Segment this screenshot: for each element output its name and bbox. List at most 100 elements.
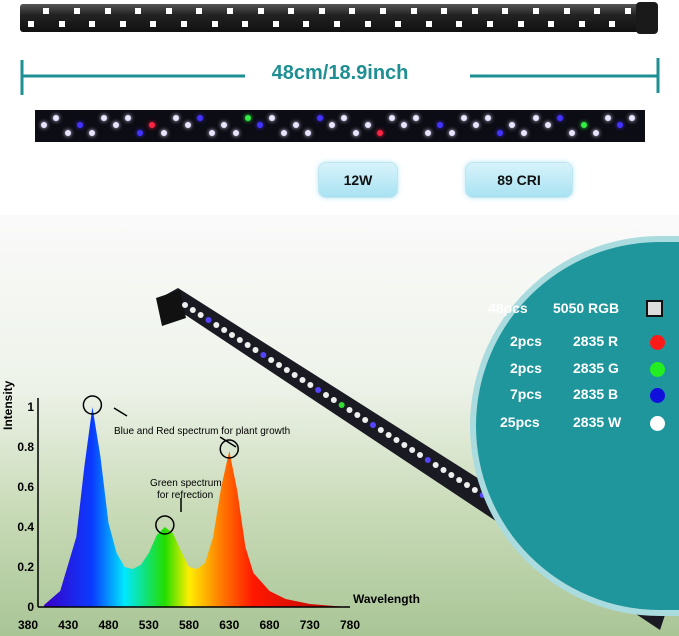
led-count: 25pcs [500, 414, 540, 430]
led [364, 21, 371, 27]
led [502, 8, 509, 14]
led [432, 462, 439, 468]
led [303, 21, 310, 27]
led [89, 21, 96, 27]
led [233, 130, 239, 136]
x-axis-label: Wavelength [353, 592, 420, 606]
led [291, 372, 298, 378]
led [533, 115, 539, 121]
led [417, 452, 423, 458]
pointer-line [113, 407, 128, 417]
led [58, 21, 65, 27]
led [413, 115, 419, 121]
dimension-line [20, 58, 660, 95]
led [165, 8, 172, 14]
led [395, 21, 402, 27]
x-tick-label: 680 [260, 618, 280, 632]
led [197, 115, 203, 121]
led [101, 115, 107, 121]
led [268, 357, 275, 363]
x-tick-label: 430 [58, 618, 78, 632]
led [377, 427, 384, 433]
led [229, 332, 235, 338]
blue-dot-icon [650, 388, 665, 403]
power-badge: 12W [318, 162, 398, 198]
x-tick-label: 480 [99, 618, 119, 632]
pointer-line [219, 436, 237, 448]
led [401, 442, 408, 448]
y-tick-label: 0.2 [17, 560, 34, 574]
led [330, 397, 337, 403]
peak-marker [82, 395, 103, 415]
cri-badge: 89 CRI [465, 162, 573, 198]
led [260, 352, 267, 358]
led-bar-lit-view [35, 110, 645, 142]
annotation: Blue and Red spectrum for plant growth [114, 426, 290, 437]
led [43, 8, 50, 14]
led [341, 115, 347, 121]
led [197, 312, 204, 318]
led [425, 21, 432, 27]
led [257, 8, 264, 14]
led [605, 115, 611, 121]
led [532, 8, 539, 14]
led [196, 8, 203, 14]
led [379, 8, 386, 14]
x-tick-label: 530 [139, 618, 159, 632]
led [288, 8, 295, 14]
led [441, 8, 448, 14]
led [252, 347, 259, 353]
led [617, 122, 623, 128]
peak-marker [219, 439, 239, 459]
led [53, 115, 59, 121]
led [104, 8, 111, 14]
led-count: 7pcs [510, 386, 542, 402]
led [521, 130, 527, 136]
led [318, 8, 325, 14]
led-count: 2pcs [510, 360, 542, 376]
red-dot-icon [650, 335, 665, 350]
led [89, 130, 95, 136]
led-count: 48pcs [488, 300, 528, 316]
x-tick-label: 780 [340, 618, 360, 632]
led-type: 2835 B [573, 386, 619, 402]
y-tick-label: 0.4 [17, 520, 34, 534]
led [113, 122, 119, 128]
led [485, 115, 491, 121]
led [365, 122, 371, 128]
led [449, 130, 455, 136]
led [317, 115, 323, 121]
peak-marker [155, 515, 175, 535]
led [244, 342, 251, 348]
led [150, 21, 157, 27]
led [257, 122, 263, 128]
led [393, 437, 400, 443]
led-bar-top-view [20, 4, 640, 32]
led [362, 417, 369, 423]
led [456, 477, 463, 483]
led [135, 8, 142, 14]
led [448, 472, 455, 478]
led [307, 382, 314, 388]
led [353, 130, 359, 136]
led [629, 115, 635, 121]
led [211, 21, 218, 27]
led [182, 302, 188, 308]
y-tick-label: 0 [27, 600, 34, 614]
led [471, 487, 478, 493]
led [226, 8, 233, 14]
led [461, 115, 467, 121]
end-cap [636, 2, 658, 34]
spectrum-area [44, 407, 350, 607]
length-label: 48cm/18.9inch [271, 62, 409, 84]
led [609, 21, 616, 27]
led [119, 21, 126, 27]
led [161, 130, 167, 136]
led [464, 482, 470, 488]
annotation: Green spectrum [150, 478, 222, 489]
led [517, 21, 524, 27]
led [323, 392, 329, 398]
led-count: 2pcs [510, 333, 542, 349]
led [401, 122, 407, 128]
